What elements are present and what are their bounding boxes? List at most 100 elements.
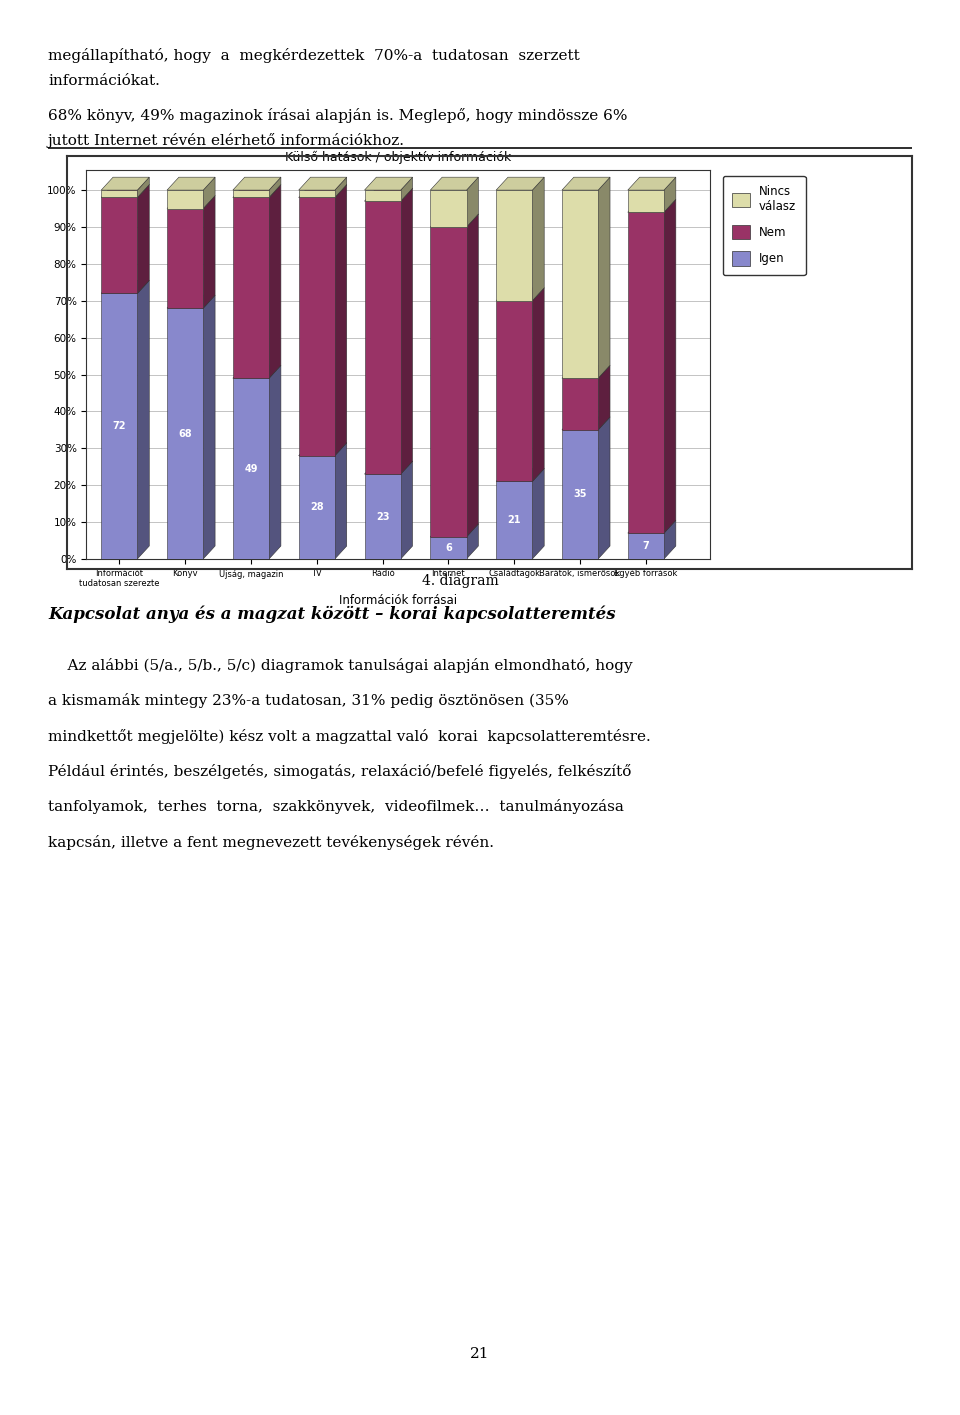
Polygon shape	[269, 365, 281, 559]
Polygon shape	[101, 177, 149, 190]
Bar	[233, 378, 269, 559]
Text: 35: 35	[573, 490, 587, 499]
Bar	[167, 208, 204, 308]
Polygon shape	[299, 443, 347, 456]
Polygon shape	[269, 184, 281, 378]
Polygon shape	[496, 177, 544, 190]
Polygon shape	[562, 417, 610, 430]
Bar	[430, 226, 467, 536]
Polygon shape	[365, 461, 413, 474]
Bar	[101, 190, 137, 198]
Polygon shape	[137, 177, 149, 198]
Legend: Nincs
válasz, Nem, Igen: Nincs válasz, Nem, Igen	[723, 175, 805, 275]
Polygon shape	[562, 177, 610, 190]
Polygon shape	[137, 184, 149, 293]
Text: 68% könyv, 49% magazinok írásai alapján is. Meglepő, hogy mindössze 6%: 68% könyv, 49% magazinok írásai alapján …	[48, 108, 628, 123]
Text: Például érintés, beszélgetés, simogatás, relaxáció/befelé figyelés, felkészítő: Például érintés, beszélgetés, simogatás,…	[48, 764, 632, 780]
Polygon shape	[496, 468, 544, 481]
Bar	[167, 308, 204, 559]
Text: 7: 7	[642, 541, 649, 550]
Text: 49: 49	[244, 464, 257, 474]
Polygon shape	[233, 184, 281, 198]
Polygon shape	[365, 177, 413, 190]
Polygon shape	[598, 177, 610, 378]
Text: tanfolyamok,  terhes  torna,  szakkönyvek,  videofilmek…  tanulmányozása: tanfolyamok, terhes torna, szakkönyvek, …	[48, 799, 624, 815]
Bar	[496, 481, 533, 559]
Text: Kapcsolat anya és a magzat között – korai kapcsolatteremtés: Kapcsolat anya és a magzat között – kora…	[48, 606, 615, 623]
Text: kapcsán, illetve a fent megnevezett tevékenységek révén.: kapcsán, illetve a fent megnevezett tevé…	[48, 835, 494, 850]
Text: 28: 28	[310, 502, 324, 512]
Polygon shape	[467, 177, 478, 226]
Polygon shape	[101, 280, 149, 293]
Polygon shape	[664, 177, 676, 212]
Polygon shape	[664, 521, 676, 559]
Bar	[365, 474, 400, 559]
Text: információkat.: információkat.	[48, 74, 160, 88]
Bar	[430, 190, 467, 226]
Polygon shape	[467, 524, 478, 559]
Bar	[496, 190, 533, 301]
Text: 68: 68	[179, 429, 192, 439]
Polygon shape	[467, 214, 478, 536]
Bar	[299, 198, 335, 456]
Text: a kismamák mintegy 23%-a tudatosan, 31% pedig ösztönösen (35%: a kismamák mintegy 23%-a tudatosan, 31% …	[48, 693, 569, 709]
Bar	[628, 190, 664, 212]
Polygon shape	[628, 200, 676, 212]
Polygon shape	[299, 177, 347, 190]
Polygon shape	[400, 188, 413, 474]
Polygon shape	[335, 184, 347, 456]
Text: 23: 23	[376, 511, 390, 522]
Polygon shape	[533, 287, 544, 481]
Text: mindkettőt megjelölte) kész volt a magzattal való  korai  kapcsolatteremtésre.: mindkettőt megjelölte) kész volt a magza…	[48, 729, 651, 744]
Polygon shape	[562, 365, 610, 378]
Bar	[562, 378, 598, 430]
Polygon shape	[101, 184, 149, 198]
Text: 72: 72	[112, 422, 126, 432]
Polygon shape	[430, 214, 478, 226]
Text: 21: 21	[508, 515, 521, 525]
Polygon shape	[167, 177, 215, 190]
Polygon shape	[167, 296, 215, 308]
Polygon shape	[269, 177, 281, 198]
Polygon shape	[598, 365, 610, 430]
Polygon shape	[204, 177, 215, 208]
Polygon shape	[400, 461, 413, 559]
Bar	[233, 198, 269, 378]
Text: jutott Internet révén elérhető információkhoz.: jutott Internet révén elérhető informáci…	[48, 133, 405, 149]
Polygon shape	[533, 177, 544, 301]
Bar	[430, 536, 467, 559]
Polygon shape	[400, 177, 413, 201]
Text: megállapítható, hogy  a  megkérdezettek  70%-a  tudatosan  szerzett: megállapítható, hogy a megkérdezettek 70…	[48, 48, 580, 64]
Polygon shape	[598, 417, 610, 559]
Text: 21: 21	[470, 1347, 490, 1361]
Bar	[101, 293, 137, 559]
Bar	[167, 190, 204, 208]
Bar	[496, 301, 533, 481]
Bar	[628, 533, 664, 559]
Bar	[233, 190, 269, 198]
Polygon shape	[204, 195, 215, 308]
Polygon shape	[628, 177, 676, 190]
Bar	[299, 190, 335, 198]
Polygon shape	[233, 177, 281, 190]
Polygon shape	[335, 443, 347, 559]
Polygon shape	[365, 188, 413, 201]
Polygon shape	[533, 468, 544, 559]
Bar	[101, 198, 137, 293]
Polygon shape	[664, 200, 676, 533]
Polygon shape	[430, 177, 478, 190]
X-axis label: Információk forrásai: Információk forrásai	[339, 594, 458, 607]
Bar	[365, 190, 400, 201]
Polygon shape	[628, 521, 676, 533]
Text: 4. diagram: 4. diagram	[422, 574, 499, 589]
Text: Az alábbi (5/a., 5/b., 5/c) diagramok tanulságai alapján elmondható, hogy: Az alábbi (5/a., 5/b., 5/c) diagramok ta…	[48, 658, 633, 674]
Polygon shape	[299, 184, 347, 198]
Title: Külső hatások / objektív információk: Külső hatások / objektív információk	[285, 151, 512, 164]
Polygon shape	[335, 177, 347, 198]
Polygon shape	[167, 195, 215, 208]
Polygon shape	[496, 287, 544, 301]
Polygon shape	[204, 296, 215, 559]
Bar	[562, 190, 598, 378]
Text: 6: 6	[445, 543, 452, 553]
Bar	[365, 201, 400, 474]
